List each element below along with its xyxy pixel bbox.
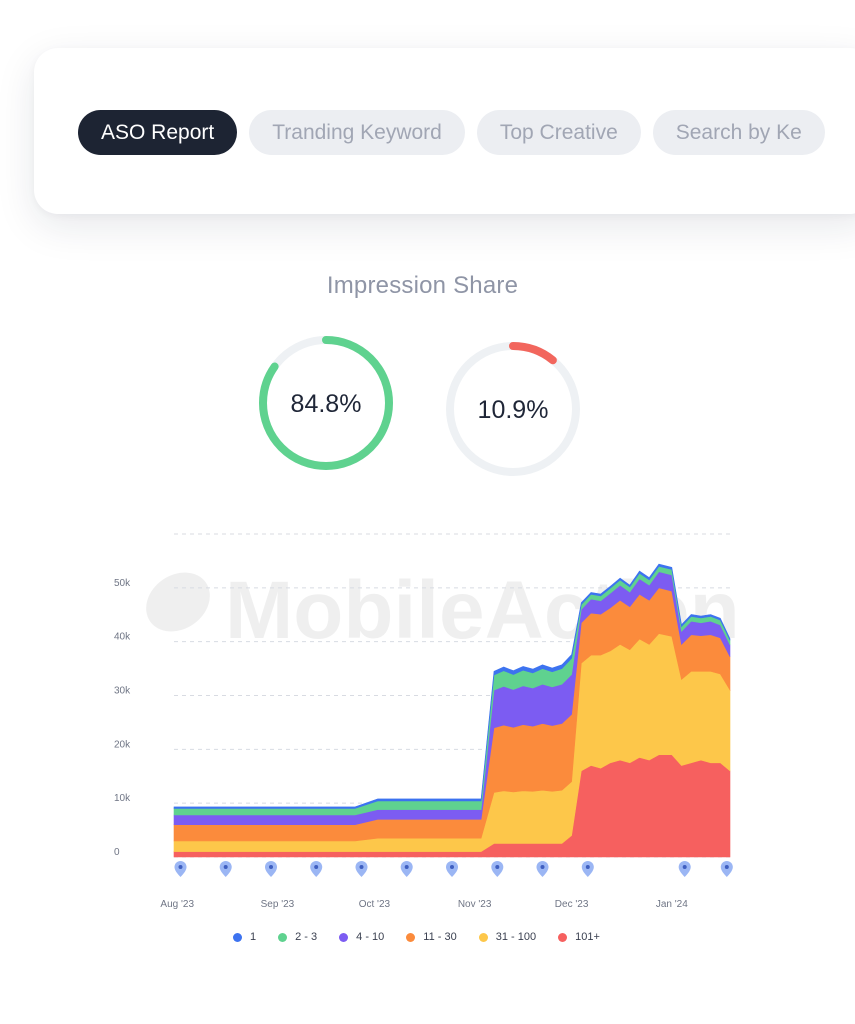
event-marker-pin xyxy=(174,861,187,877)
gauge-arc xyxy=(446,342,580,476)
tab-search-by-keyword[interactable]: Search by Ke xyxy=(652,110,825,155)
area-series-1 xyxy=(173,563,731,809)
legend-label: 4 - 10 xyxy=(356,931,385,943)
y-tick-label: 20k xyxy=(114,739,131,750)
legend-label: 11 - 30 xyxy=(423,931,457,943)
x-tick-label: Aug '23 xyxy=(160,899,194,910)
event-marker-pin xyxy=(446,861,458,877)
y-tick-label: 50k xyxy=(114,578,131,589)
legend-label: 31 - 100 xyxy=(495,931,537,943)
legend-item[interactable]: 31 - 100 xyxy=(478,931,537,943)
x-axis: Aug '23 Sep '23 Oct '23 Nov '23 Dec '23 Jan '… xyxy=(160,899,688,910)
event-marker-pin xyxy=(219,861,232,877)
legend-item[interactable]: 101+ xyxy=(558,931,600,943)
tab-tranding-keyword[interactable]: Tranding Keyword xyxy=(249,110,465,155)
legend-item[interactable]: 4 - 10 xyxy=(339,931,384,943)
impression-share-title: Impression Share xyxy=(326,272,519,299)
marker-pin-dot xyxy=(585,865,590,869)
marker-pin-dot xyxy=(540,865,545,869)
legend-dot-icon xyxy=(478,932,488,942)
y-tick-label: 40k xyxy=(114,632,131,643)
legend-item[interactable]: 11 - 30 xyxy=(406,931,457,943)
tab-aso-report[interactable]: ASO Report xyxy=(78,110,238,155)
tab-bar: ASO Report Tranding Keyword Top Creative… xyxy=(78,110,825,155)
gauge-value: 84.8% xyxy=(291,390,362,418)
marker-pin-dot xyxy=(269,865,273,869)
x-tick-label: Dec '23 xyxy=(555,899,589,910)
chart-legend: 1 2 - 3 4 - 10 11 - 30 31 - 100 101+ xyxy=(233,931,600,943)
legend-dot-icon xyxy=(558,932,568,942)
event-marker-pin xyxy=(400,861,413,877)
y-axis: 0 10k 20k 30k 40k 50k xyxy=(114,578,131,858)
chart-areas xyxy=(173,563,731,858)
legend-dot-icon xyxy=(278,932,288,942)
marker-pin-dot xyxy=(682,865,687,869)
legend-label: 1 xyxy=(250,931,257,943)
gauge-arc xyxy=(259,336,393,470)
legend-label: 2 - 3 xyxy=(295,931,318,943)
event-marker-pin xyxy=(491,861,504,877)
event-marker-pin xyxy=(536,861,549,877)
y-tick-label: 10k xyxy=(114,793,131,804)
x-tick-label: Oct '23 xyxy=(359,899,391,910)
y-tick-label: 0 xyxy=(114,847,120,858)
marker-pin-dot xyxy=(314,865,319,869)
legend-label: 101+ xyxy=(575,931,600,943)
marker-pin-dot xyxy=(724,865,729,869)
legend-dot-icon xyxy=(406,932,416,942)
marker-pin-dot xyxy=(178,865,183,869)
event-marker-pin xyxy=(581,861,594,877)
marker-pin-dot xyxy=(450,865,454,869)
x-tick-label: Sep '23 xyxy=(261,899,295,910)
marker-pin-dot xyxy=(495,865,500,869)
event-marker-pin xyxy=(310,861,323,877)
marker-pin-dot xyxy=(359,865,364,869)
impression-gauge-primary: 84.8% xyxy=(259,336,393,470)
tab-top-creative[interactable]: Top Creative xyxy=(476,110,641,155)
legend-dot-icon xyxy=(233,932,242,942)
x-tick-label: Nov '23 xyxy=(458,899,492,910)
legend-item[interactable]: 1 xyxy=(233,931,256,943)
marker-pin-dot xyxy=(223,865,228,869)
legend-dot-icon xyxy=(339,932,349,942)
event-marker-pin xyxy=(355,861,368,877)
legend-item[interactable]: 2 - 3 xyxy=(278,931,317,943)
event-marker-pin xyxy=(720,861,733,877)
event-markers xyxy=(174,861,733,877)
impression-gauge-secondary: 10.9% xyxy=(446,342,580,476)
x-tick-label: Jan '24 xyxy=(656,899,688,910)
gauge-value: 10.9% xyxy=(478,396,549,424)
marker-pin-dot xyxy=(404,865,409,869)
watermark-logo-icon xyxy=(146,572,210,632)
event-marker-pin xyxy=(265,861,277,877)
y-tick-label: 30k xyxy=(114,686,131,697)
event-marker-pin xyxy=(678,861,691,877)
